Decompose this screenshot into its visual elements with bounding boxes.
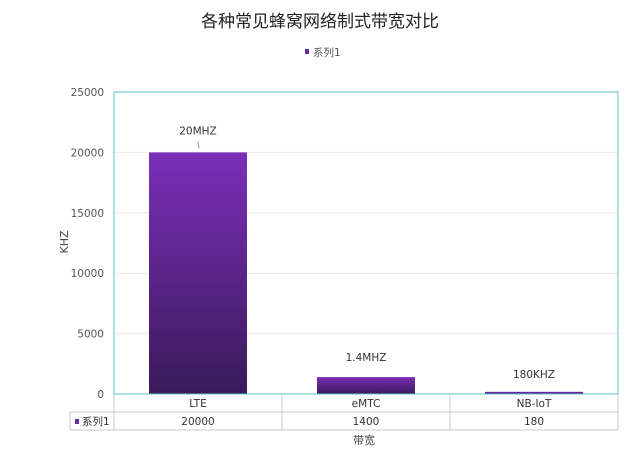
table-cell-value: 20000 <box>181 416 214 428</box>
y-tick-label: 25000 <box>71 87 104 99</box>
y-tick-label: 20000 <box>71 147 104 159</box>
bars <box>149 152 583 394</box>
data-label-leader <box>197 141 200 149</box>
bar-emtc <box>317 377 415 394</box>
y-tick-label: 5000 <box>77 329 104 341</box>
legend: 系列1 <box>305 46 341 59</box>
x-tick-label: eMTC <box>352 398 381 410</box>
table-cell-value: 1400 <box>353 416 380 428</box>
chart-title: 各种常见蜂窝网络制式带宽对比 <box>201 12 439 32</box>
data-label: 20MHZ <box>179 125 217 137</box>
y-axis-ticks: 0 5000 10000 15000 20000 25000 <box>71 87 104 401</box>
table-series-name: 系列1 <box>82 415 110 428</box>
y-axis-label: KHZ <box>58 230 71 253</box>
data-label: 1.4MHZ <box>346 352 387 364</box>
plot-border <box>113 91 619 395</box>
x-axis-label: 带宽 <box>353 433 375 447</box>
y-tick-label: 10000 <box>71 268 104 280</box>
x-tick-label: LTE <box>189 398 206 410</box>
data-table: LTE 20000 eMTC 1400 NB-IoT 180 系列1 <box>69 394 619 431</box>
y-tick-label: 15000 <box>71 208 104 220</box>
table-series-swatch <box>75 419 79 424</box>
legend-swatch <box>305 49 309 54</box>
data-label: 180KHZ <box>513 369 555 381</box>
table-cell-value: 180 <box>524 416 544 428</box>
bar-lte <box>149 152 247 394</box>
bar-nb-iot <box>485 391 583 394</box>
y-tick-label: 0 <box>97 389 104 401</box>
data-labels: 20MHZ 1.4MHZ 180KHZ <box>179 125 555 380</box>
legend-label: 系列1 <box>313 46 341 59</box>
x-tick-label: NB-IoT <box>517 398 552 410</box>
